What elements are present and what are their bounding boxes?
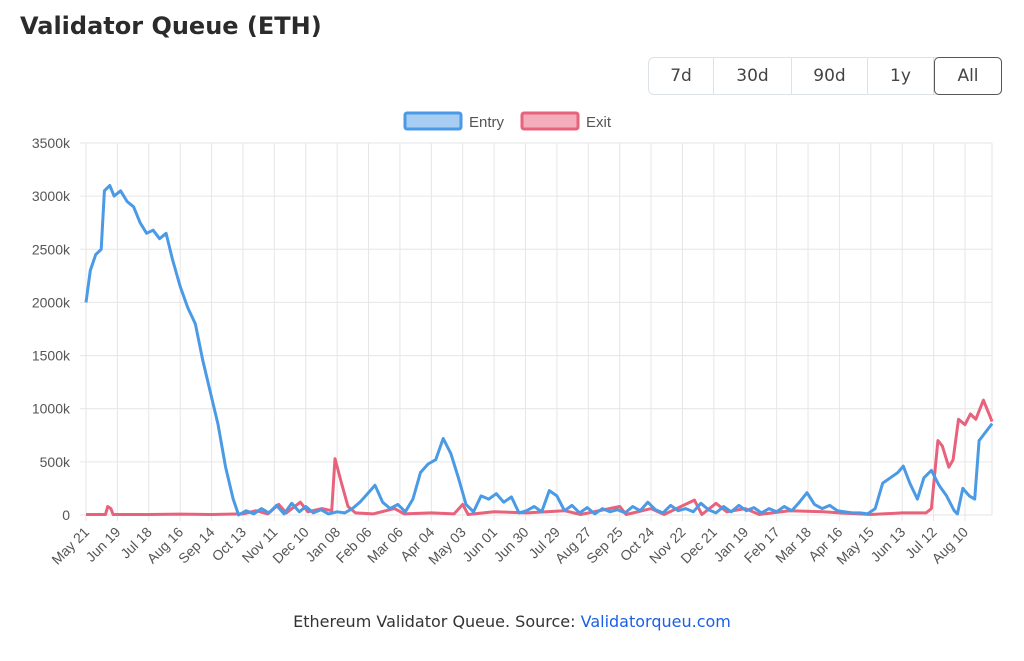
caption-text: Ethereum Validator Queue. Source: [293, 612, 581, 631]
range-button-30d[interactable]: 30d [714, 58, 792, 94]
range-selector: 7d 30d 90d 1y All [648, 57, 1002, 95]
legend-swatch-exit [520, 111, 580, 131]
x-tick-label: Mar 18 [772, 524, 814, 566]
validator-queue-chart: 0 500k 1000k 1500k 2000k 2500k 3000k 3500k May 2… [32, 111, 994, 568]
legend-label-exit: Exit [586, 114, 612, 131]
x-tick-label: Jun 19 [82, 524, 123, 565]
x-tick-label: Sep 25 [583, 524, 626, 567]
chart-caption: Ethereum Validator Queue. Source: Valida… [0, 612, 1024, 631]
y-tick-label: 1500k [32, 348, 71, 364]
y-tick-label: 3000k [32, 188, 71, 204]
x-tick-label: Dec 21 [677, 524, 720, 567]
x-tick-label: Jun 13 [867, 524, 908, 565]
range-button-7d[interactable]: 7d [649, 58, 714, 94]
range-button-all[interactable]: All [934, 57, 1002, 95]
x-tick-label: Dec 10 [269, 524, 312, 567]
x-tick-label: Jun 01 [459, 524, 500, 565]
y-tick-label: 2000k [32, 294, 71, 310]
x-tick-label: Sep 14 [175, 524, 218, 567]
series-line-exit [86, 398, 994, 516]
page-title: Validator Queue (ETH) [20, 12, 322, 40]
x-tick-label: May 21 [48, 524, 92, 568]
x-tick-label: Mar 06 [364, 524, 406, 566]
x-tick-label: Aug 10 [928, 524, 971, 567]
x-tick-label: Jun 30 [491, 524, 532, 565]
y-tick-label: 1000k [32, 401, 71, 417]
y-tick-label: 500k [40, 454, 71, 470]
y-tick-label: 3500k [32, 135, 71, 151]
y-tick-label: 0 [62, 507, 70, 523]
y-tick-label: 2500k [32, 241, 71, 257]
series-line-entry [84, 184, 994, 517]
range-button-90d[interactable]: 90d [792, 58, 868, 94]
legend-swatch-entry [403, 111, 463, 131]
range-button-1y[interactable]: 1y [868, 58, 934, 94]
source-link[interactable]: Validatorqueu.com [580, 612, 731, 631]
legend-label-entry: Entry [469, 114, 505, 131]
